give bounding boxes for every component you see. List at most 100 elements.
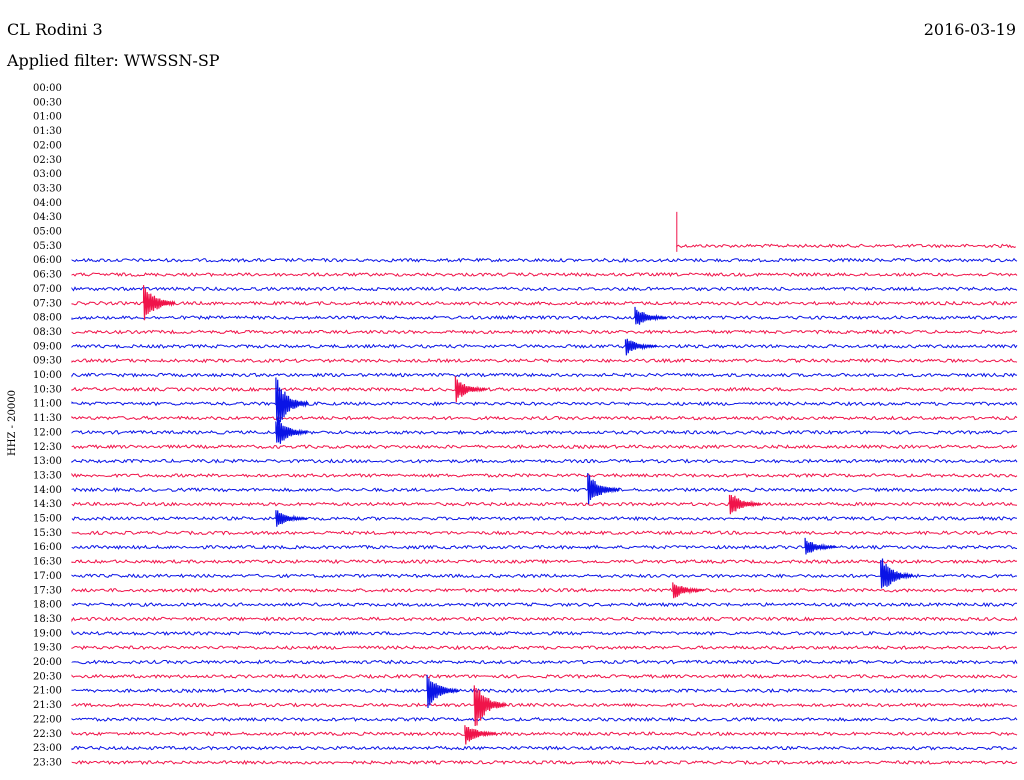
time-tick-label: 06:30	[33, 270, 62, 281]
time-tick-label: 08:30	[33, 327, 62, 338]
station-title: CL Rodini 3	[7, 20, 103, 39]
event-burst	[587, 472, 620, 505]
event-burst	[143, 285, 176, 321]
time-tick-label: 04:30	[33, 212, 62, 223]
trace-line	[71, 257, 1018, 263]
time-tick-label: 05:30	[33, 241, 62, 252]
time-tick-label: 00:30	[33, 97, 62, 108]
time-tick-label: 14:30	[33, 499, 62, 510]
trace-line	[71, 731, 1018, 737]
y-axis-label: HHZ - 20000	[7, 390, 18, 456]
time-tick-label: 21:30	[33, 700, 62, 711]
trace-line	[71, 629, 1018, 636]
seismic-events	[143, 285, 913, 745]
time-tick-label: 09:00	[33, 341, 62, 352]
time-tick-label: 22:00	[33, 714, 62, 725]
trace-line	[71, 702, 1018, 708]
trace-line	[71, 401, 1018, 407]
trace-line	[71, 487, 1018, 493]
time-tick-label: 12:30	[33, 442, 62, 453]
event-burst	[624, 338, 658, 356]
time-tick-label: 17:00	[33, 571, 62, 582]
trace-line	[71, 573, 1018, 579]
time-tick-label: 15:00	[33, 514, 62, 525]
event-burst	[464, 725, 497, 745]
trace-line	[71, 515, 1018, 522]
time-tick-label: 06:00	[33, 255, 62, 266]
trace-line	[71, 444, 1018, 450]
trace-line	[71, 558, 1018, 565]
time-tick-label: 19:00	[33, 628, 62, 639]
event-burst	[426, 674, 460, 709]
time-tick-label: 05:00	[33, 227, 62, 238]
event-burst	[473, 685, 507, 727]
time-tick-label: 15:30	[33, 528, 62, 539]
time-tick-label: 07:00	[33, 284, 62, 295]
time-tick-label: 10:00	[33, 370, 62, 381]
record-date: 2016-03-19	[923, 20, 1016, 39]
trace-line	[71, 472, 1018, 479]
time-tick-label: 21:00	[33, 686, 62, 697]
trace-line	[71, 501, 1018, 507]
seismogram-traces	[71, 211, 1018, 766]
event-burst	[275, 510, 308, 527]
trace-line	[71, 544, 1018, 550]
time-tick-label: 09:30	[33, 356, 62, 367]
event-burst	[275, 417, 308, 444]
trace-line	[71, 602, 1018, 608]
event-burst	[454, 376, 488, 403]
trace-line	[71, 372, 1018, 378]
trace-line	[71, 530, 1018, 536]
time-tick-label: 13:00	[33, 456, 62, 467]
trace-line	[71, 300, 1018, 306]
time-tick-label: 04:00	[33, 198, 62, 209]
time-tick-label: 03:00	[33, 169, 62, 180]
time-tick-label: 11:00	[33, 399, 62, 410]
time-tick-label: 01:00	[33, 112, 62, 123]
time-tick-label: 22:30	[33, 729, 62, 740]
time-tick-label: 07:30	[33, 298, 62, 309]
time-tick-label: 08:00	[33, 313, 62, 324]
trace-line	[71, 315, 1018, 321]
time-tick-label: 13:30	[33, 470, 62, 481]
event-burst	[275, 377, 308, 426]
time-tick-label: 03:30	[33, 183, 62, 194]
trace-line	[71, 429, 1018, 436]
time-tick-label: 20:00	[33, 657, 62, 668]
trace-line	[71, 329, 1018, 335]
trace-line	[71, 673, 1018, 679]
event-burst	[804, 537, 837, 555]
time-tick-label: 23:30	[33, 757, 62, 768]
trace-line	[71, 716, 1018, 723]
event-burst	[634, 306, 667, 325]
trace-line	[71, 272, 1018, 278]
trace-line	[71, 358, 1018, 364]
trace-line	[71, 644, 1017, 651]
trace-line	[71, 386, 1018, 392]
event-burst	[672, 582, 705, 599]
trace-line	[71, 343, 1018, 349]
time-tick-label: 12:00	[33, 427, 62, 438]
event-burst	[728, 494, 762, 515]
trace-line	[71, 687, 1018, 694]
time-axis-labels: 00:00 00:30 01:00 01:30 02:00 02:30 03:00 03:30…	[33, 83, 62, 768]
time-tick-label: 23:00	[33, 743, 62, 754]
trace-line	[71, 587, 1018, 593]
time-tick-label: 16:30	[33, 557, 62, 568]
time-tick-label: 02:30	[33, 155, 62, 166]
time-tick-label: 10:30	[33, 384, 62, 395]
time-tick-label: 18:30	[33, 614, 62, 625]
time-tick-label: 00:00	[33, 83, 62, 94]
trace-line	[71, 659, 1018, 665]
time-tick-label: 11:30	[33, 413, 62, 424]
trace-line	[71, 616, 1018, 623]
filter-label: Applied filter: WWSSN-SP	[7, 51, 220, 70]
trace-line	[71, 415, 1018, 421]
time-tick-label: 14:00	[33, 485, 62, 496]
time-tick-label: 02:00	[33, 140, 62, 151]
event-burst	[880, 558, 913, 589]
time-tick-label: 16:00	[33, 542, 62, 553]
trace-line	[71, 458, 1018, 464]
trace-line	[676, 243, 1016, 249]
